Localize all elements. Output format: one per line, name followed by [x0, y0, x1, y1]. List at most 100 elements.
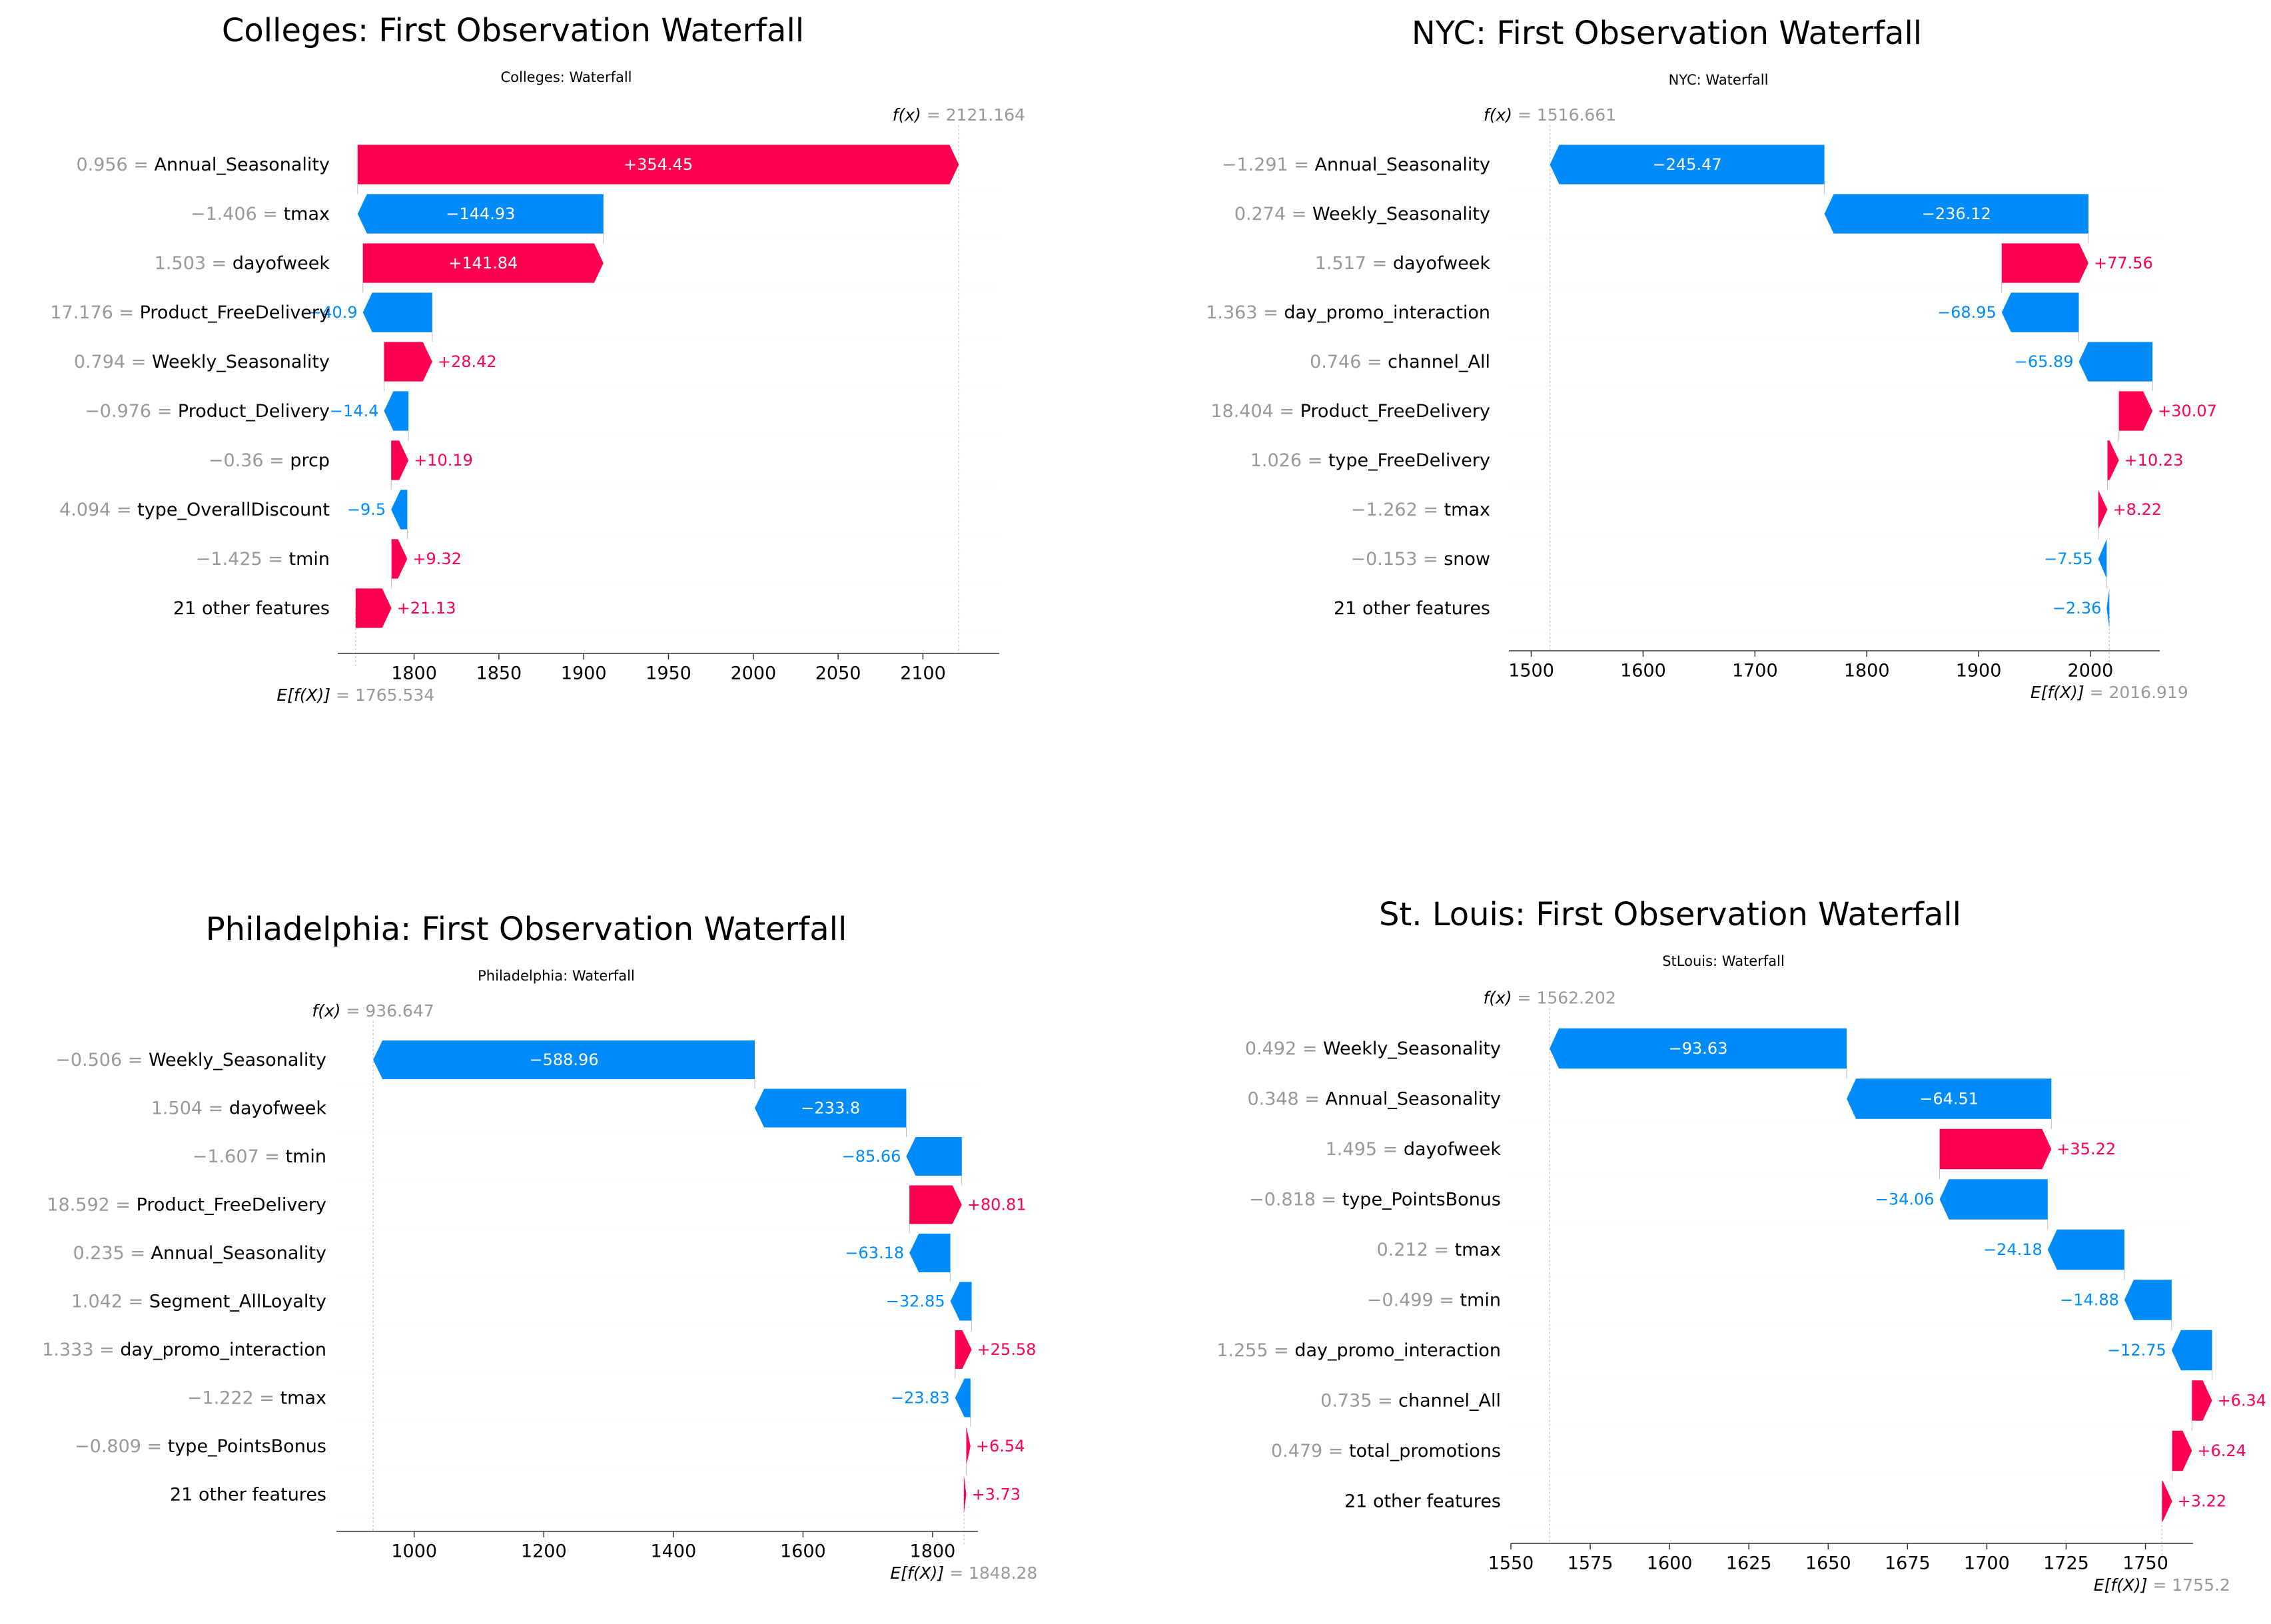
- feature-name: Annual_Seasonality: [1326, 1088, 1501, 1109]
- feature-name: Weekly_Seasonality: [1323, 1038, 1501, 1059]
- feature-name: day_promo_interaction: [1294, 1340, 1501, 1361]
- feature-value: 17.176 =: [50, 302, 139, 323]
- base-annotation: E[f(X)] = 1848.28: [890, 1563, 1037, 1583]
- x-tick-label: 1400: [650, 1541, 696, 1562]
- feature-name: dayofweek: [1404, 1139, 1502, 1160]
- x-tick-label: 1800: [1844, 661, 1890, 681]
- x-tick-label: 1575: [1568, 1553, 1613, 1574]
- waterfall-bar: [950, 1282, 972, 1321]
- fx-value: = 936.647: [346, 1001, 434, 1020]
- feature-value: 1.333 =: [42, 1340, 120, 1360]
- contribution-label: +354.45: [624, 155, 693, 174]
- feature-value: 0.479 =: [1271, 1441, 1349, 1461]
- x-tick-label: 1500: [1508, 661, 1554, 681]
- x-tick-label: 1650: [1805, 1553, 1851, 1574]
- feature-name: Annual_Seasonality: [151, 1243, 326, 1264]
- waterfall-bar: [1824, 194, 2088, 234]
- feature-value: 0.274 =: [1234, 204, 1312, 224]
- contribution-label: +8.22: [2112, 500, 2162, 519]
- waterfall-panel-stlouis: St. Louis: First Observation Waterfall S…: [1136, 812, 2271, 1624]
- feature-value: 1.517 =: [1315, 253, 1393, 274]
- waterfall-bar: [362, 292, 432, 332]
- waterfall-bar: [357, 145, 959, 185]
- feature-name: dayofweek: [1393, 253, 1491, 274]
- contribution-label: −12.75: [2107, 1341, 2166, 1360]
- waterfall-bar: [2172, 1430, 2192, 1471]
- fx-label: f(x): [1483, 988, 1517, 1007]
- feature-label: −1.607 = tmin: [193, 1146, 326, 1167]
- feature-label: 0.492 = Weekly_Seasonality: [1245, 1038, 1501, 1059]
- base-label: E[f(X)]: [2031, 683, 2090, 702]
- contribution-label: +6.34: [2218, 1392, 2267, 1410]
- chart-subtitle: StLouis: Waterfall: [1662, 953, 1785, 969]
- contribution-label: −7.55: [2044, 550, 2093, 568]
- waterfall-chart: −245.47 −1.291 = Annual_Seasonality −236.1…: [1206, 105, 2217, 702]
- base-annotation: E[f(X)] = 1755.2: [2094, 1575, 2230, 1595]
- contribution-label: +6.24: [2197, 1441, 2246, 1460]
- feature-label: 1.255 = day_promo_interaction: [1216, 1340, 1501, 1361]
- waterfall-bar: [391, 539, 408, 579]
- x-tick-label: 1800: [391, 663, 437, 684]
- feature-value: 1.495 =: [1326, 1139, 1404, 1160]
- x-tick-label: 1625: [1726, 1553, 1772, 1574]
- feature-value: −1.406 =: [191, 204, 284, 224]
- x-tick-label: 1950: [646, 663, 691, 684]
- waterfall-bar: [391, 490, 408, 530]
- waterfall-bar: [1939, 1179, 2048, 1220]
- feature-label: 1.495 = dayofweek: [1326, 1139, 1502, 1160]
- feature-value: −0.976 =: [85, 401, 178, 422]
- feature-name: Annual_Seasonality: [155, 155, 330, 175]
- feature-label: −0.809 = type_PointsBonus: [75, 1436, 326, 1457]
- base-value: = 1765.534: [336, 685, 434, 705]
- waterfall-panel-colleges: Colleges: First Observation Waterfall Co…: [0, 0, 1136, 812]
- contribution-label: −68.95: [1937, 303, 1997, 322]
- contribution-label: −14.4: [330, 402, 379, 420]
- waterfall-bar: [2171, 1330, 2212, 1371]
- waterfall-bar: [355, 588, 392, 628]
- x-tick-label: 1700: [1732, 661, 1778, 681]
- feature-label: −0.506 = Weekly_Seasonality: [55, 1050, 326, 1070]
- feature-value: −0.818 =: [1249, 1189, 1342, 1210]
- feature-label: −0.976 = Product_Delivery: [85, 401, 330, 422]
- x-tick-label: 1850: [476, 663, 522, 684]
- contribution-label: −40.9: [308, 303, 358, 322]
- fx-annotation: f(x) = 2121.164: [893, 105, 1025, 124]
- feature-label: 0.794 = Weekly_Seasonality: [74, 352, 330, 372]
- feature-name: tmin: [285, 1146, 326, 1167]
- feature-value: 0.956 =: [76, 155, 154, 175]
- waterfall-bar: [384, 391, 409, 431]
- feature-label: −1.291 = Annual_Seasonality: [1222, 155, 1490, 175]
- contribution-label: +6.54: [976, 1437, 1025, 1455]
- contribution-label: −233.8: [801, 1099, 860, 1118]
- waterfall-bar: [2124, 1280, 2172, 1320]
- feature-name: tmin: [288, 549, 330, 570]
- waterfall-bar: [2047, 1229, 2124, 1270]
- feature-name: day_promo_interaction: [1284, 302, 1490, 323]
- waterfall-chart: +354.45 0.956 = Annual_Seasonality −144.93…: [50, 105, 1025, 705]
- feature-label: 1.026 = type_FreeDelivery: [1250, 450, 1490, 471]
- feature-label: −0.499 = tmin: [1367, 1290, 1501, 1310]
- waterfall-panel-nyc: NYC: First Observation Waterfall NYC: Wa…: [1136, 0, 2271, 812]
- contribution-label: −2.36: [2052, 599, 2102, 617]
- contribution-label: +35.22: [2056, 1140, 2116, 1158]
- x-tick-label: 1550: [1488, 1553, 1534, 1574]
- waterfall-bar: [384, 342, 432, 382]
- feature-label: 21 other features: [1344, 1491, 1501, 1511]
- x-tick-label: 1675: [1885, 1553, 1931, 1574]
- base-value: = 1848.28: [949, 1563, 1037, 1583]
- fx-annotation: f(x) = 1562.202: [1483, 988, 1615, 1007]
- x-tick-label: 1900: [561, 663, 607, 684]
- feature-label: 0.274 = Weekly_Seasonality: [1234, 204, 1490, 224]
- feature-value: −0.499 =: [1367, 1290, 1460, 1310]
- x-tick-label: 1800: [910, 1541, 956, 1562]
- feature-name: Weekly_Seasonality: [1312, 204, 1490, 224]
- feature-name: Weekly_Seasonality: [152, 352, 330, 372]
- contribution-label: −93.63: [1669, 1039, 1728, 1058]
- contribution-label: +9.32: [412, 550, 462, 568]
- feature-value: 18.592 =: [47, 1194, 136, 1215]
- feature-label: 21 other features: [1334, 598, 1490, 619]
- feature-value: −1.222 =: [187, 1388, 280, 1408]
- feature-name: prcp: [290, 450, 330, 471]
- contribution-label: −14.88: [2060, 1291, 2119, 1310]
- contribution-label: +10.19: [414, 451, 473, 470]
